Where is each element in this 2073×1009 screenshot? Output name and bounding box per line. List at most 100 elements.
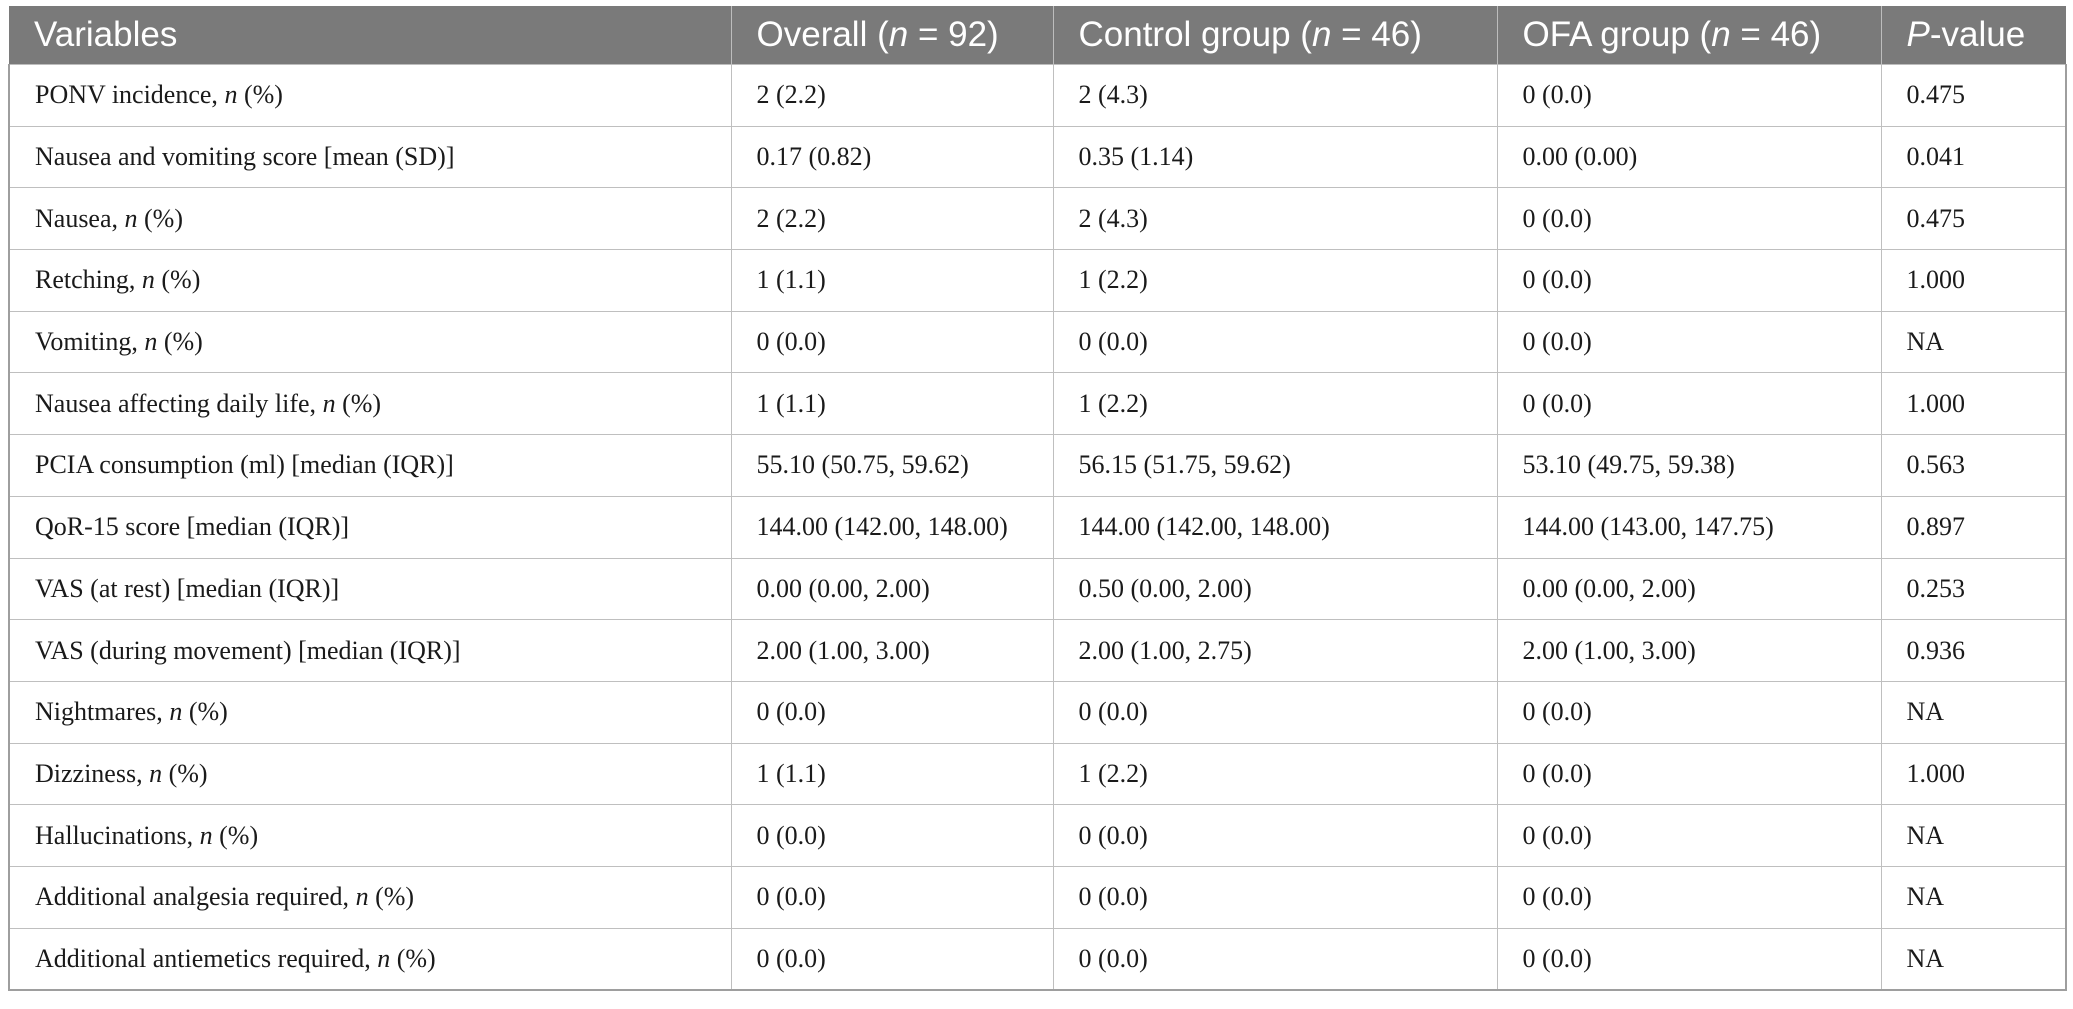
cell-overall: 2.00 (1.00, 3.00) [730, 619, 1054, 682]
cell-p-value: NA [1880, 927, 2067, 992]
table-row: VAS (during movement) [median (IQR)] 2.00… [8, 619, 2067, 682]
cell-control-group: 0.35 (1.14) [1052, 125, 1498, 189]
cell-variable: Vomiting, n (%) [8, 310, 732, 374]
cell-variable: QoR-15 score [median (IQR)] [8, 495, 732, 559]
cell-control-group: 0 (0.0) [1052, 680, 1498, 744]
cell-p-value: 0.041 [1880, 125, 2067, 189]
table-header: Variables Overall (n = 92) Control group… [9, 6, 2066, 65]
cell-ofa-group: 0 (0.0) [1496, 310, 1882, 374]
cell-ofa-group: 0 (0.0) [1496, 64, 1882, 127]
cell-control-group: 144.00 (142.00, 148.00) [1052, 495, 1498, 559]
table-row: PONV incidence, n (%) 2 (2.2) 2 (4.3) 0 (0.… [8, 64, 2067, 127]
cell-control-group: 0 (0.0) [1052, 804, 1498, 867]
cell-control-group: 0 (0.0) [1052, 310, 1498, 374]
table-row: Additional analgesia required, n (%) 0 (0… [8, 865, 2067, 929]
cell-overall: 0.00 (0.00, 2.00) [730, 557, 1054, 621]
cell-variable: Dizziness, n (%) [8, 742, 732, 806]
cell-variable: Nausea affecting daily life, n (%) [8, 372, 732, 436]
cell-p-value: 0.475 [1880, 64, 2067, 127]
cell-variable: Nightmares, n (%) [8, 680, 732, 744]
cell-ofa-group: 0.00 (0.00) [1496, 125, 1882, 189]
header-p-value: P-value [1880, 6, 2066, 65]
cell-p-value: 0.253 [1880, 557, 2067, 621]
table-row: Nausea affecting daily life, n (%) 1 (1.1… [8, 372, 2067, 436]
cell-overall: 1 (1.1) [730, 372, 1054, 436]
cell-control-group: 1 (2.2) [1052, 372, 1498, 436]
cell-ofa-group: 0 (0.0) [1496, 742, 1882, 806]
results-table-container: Variables Overall (n = 92) Control group… [8, 6, 2067, 992]
table-row: Hallucinations, n (%) 0 (0.0) 0 (0.0) 0 (0.… [8, 804, 2067, 867]
cell-ofa-group: 0 (0.0) [1496, 804, 1882, 867]
cell-variable: Additional analgesia required, n (%) [8, 865, 732, 929]
cell-p-value: NA [1880, 865, 2067, 929]
cell-ofa-group: 0 (0.0) [1496, 372, 1882, 436]
cell-p-value: NA [1880, 680, 2067, 744]
cell-variable: Nausea, n (%) [8, 187, 732, 251]
table-row: Vomiting, n (%) 0 (0.0) 0 (0.0) 0 (0.0) NA [8, 310, 2067, 374]
cell-control-group: 1 (2.2) [1052, 249, 1498, 312]
cell-overall: 0 (0.0) [730, 804, 1054, 867]
cell-variable: Nausea and vomiting score [mean (SD)] [8, 125, 732, 189]
cell-control-group: 2 (4.3) [1052, 187, 1498, 251]
cell-ofa-group: 53.10 (49.75, 59.38) [1496, 434, 1882, 497]
cell-variable: Additional antiemetics required, n (%) [8, 927, 732, 992]
table-row: Nausea, n (%) 2 (2.2) 2 (4.3) 0 (0.0) 0.475 [8, 187, 2067, 251]
cell-p-value: NA [1880, 804, 2067, 867]
cell-p-value: 0.563 [1880, 434, 2067, 497]
cell-overall: 55.10 (50.75, 59.62) [730, 434, 1054, 497]
cell-ofa-group: 0 (0.0) [1496, 187, 1882, 251]
cell-overall: 0 (0.0) [730, 927, 1054, 992]
cell-variable: PCIA consumption (ml) [median (IQR)] [8, 434, 732, 497]
table-row: Additional antiemetics required, n (%) 0 … [8, 927, 2067, 992]
table-row: Nausea and vomiting score [mean (SD)] 0.1… [8, 125, 2067, 189]
table-body: PONV incidence, n (%) 2 (2.2) 2 (4.3) 0 (0.… [8, 64, 2067, 992]
cell-ofa-group: 144.00 (143.00, 147.75) [1496, 495, 1882, 559]
header-overall: Overall (n = 92) [730, 6, 1054, 65]
cell-ofa-group: 0 (0.0) [1496, 680, 1882, 744]
cell-p-value: 0.897 [1880, 495, 2067, 559]
cell-ofa-group: 0 (0.0) [1496, 249, 1882, 312]
cell-control-group: 2 (4.3) [1052, 64, 1498, 127]
cell-ofa-group: 0 (0.0) [1496, 865, 1882, 929]
header-ofa-group: OFA group (n = 46) [1496, 6, 1882, 65]
cell-overall: 0 (0.0) [730, 680, 1054, 744]
cell-control-group: 0 (0.0) [1052, 927, 1498, 992]
table-row: PCIA consumption (ml) [median (IQR)] 55.1… [8, 434, 2067, 497]
table-row: Nightmares, n (%) 0 (0.0) 0 (0.0) 0 (0.0) NA [8, 680, 2067, 744]
cell-p-value: 0.936 [1880, 619, 2067, 682]
header-row: Variables Overall (n = 92) Control group… [9, 6, 2066, 65]
cell-overall: 1 (1.1) [730, 249, 1054, 312]
results-table: Variables Overall (n = 92) Control group… [8, 6, 2067, 992]
cell-overall: 0 (0.0) [730, 865, 1054, 929]
cell-p-value: 1.000 [1880, 249, 2067, 312]
cell-p-value: NA [1880, 310, 2067, 374]
table-row: Dizziness, n (%) 1 (1.1) 1 (2.2) 0 (0.0) 1.0… [8, 742, 2067, 806]
cell-ofa-group: 2.00 (1.00, 3.00) [1496, 619, 1882, 682]
table-row: Retching, n (%) 1 (1.1) 1 (2.2) 0 (0.0) 1.00… [8, 249, 2067, 312]
cell-control-group: 2.00 (1.00, 2.75) [1052, 619, 1498, 682]
cell-overall: 0 (0.0) [730, 310, 1054, 374]
cell-overall: 1 (1.1) [730, 742, 1054, 806]
cell-p-value: 1.000 [1880, 372, 2067, 436]
cell-control-group: 0 (0.0) [1052, 865, 1498, 929]
cell-overall: 144.00 (142.00, 148.00) [730, 495, 1054, 559]
cell-control-group: 56.15 (51.75, 59.62) [1052, 434, 1498, 497]
header-variables: Variables [9, 6, 732, 65]
cell-overall: 2 (2.2) [730, 187, 1054, 251]
cell-variable: Hallucinations, n (%) [8, 804, 732, 867]
cell-variable: PONV incidence, n (%) [8, 64, 732, 127]
cell-variable: VAS (at rest) [median (IQR)] [8, 557, 732, 621]
table-row: QoR-15 score [median (IQR)] 144.00 (142.0… [8, 495, 2067, 559]
cell-overall: 2 (2.2) [730, 64, 1054, 127]
cell-variable: VAS (during movement) [median (IQR)] [8, 619, 732, 682]
cell-control-group: 0.50 (0.00, 2.00) [1052, 557, 1498, 621]
cell-control-group: 1 (2.2) [1052, 742, 1498, 806]
cell-p-value: 0.475 [1880, 187, 2067, 251]
header-control-group: Control group (n = 46) [1052, 6, 1498, 65]
cell-overall: 0.17 (0.82) [730, 125, 1054, 189]
cell-p-value: 1.000 [1880, 742, 2067, 806]
cell-ofa-group: 0 (0.0) [1496, 927, 1882, 992]
cell-ofa-group: 0.00 (0.00, 2.00) [1496, 557, 1882, 621]
cell-variable: Retching, n (%) [8, 249, 732, 312]
table-row: VAS (at rest) [median (IQR)] 0.00 (0.00, … [8, 557, 2067, 621]
